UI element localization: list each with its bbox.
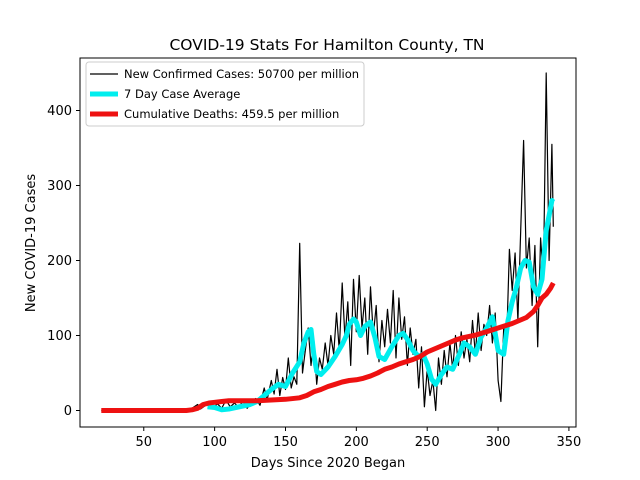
x-tick-label-2: 150 [273,435,298,450]
series-layer [101,72,556,413]
x-tick-label-6: 350 [557,435,582,450]
x-tick-label-5: 300 [486,435,511,450]
x-tick-label-3: 200 [344,435,369,450]
legend-label-0: New Confirmed Cases: 50700 per million [124,67,359,81]
x-tick-label-1: 100 [202,435,227,450]
y-axis-label: New COVID-19 Cases [24,174,39,312]
chart-title: COVID-19 Stats For Hamilton County, TN [169,36,484,54]
x-axis: 50 100 150 200 250 300 350 [135,427,581,450]
series-line-1 [207,198,556,413]
x-tick-label-0: 50 [135,435,152,450]
x-axis-label: Days Since 2020 Began [251,456,406,471]
plot-frame [79,57,577,428]
y-tick-label-3: 300 [47,179,72,194]
legend-label-1: 7 Day Case Average [124,87,240,101]
legend: New Confirmed Cases: 50700 per million 7 … [85,61,365,127]
series-line-0 [101,72,554,412]
x-tick-label-4: 250 [415,435,440,450]
y-axis: 0 100 200 300 400 [47,104,80,419]
y-tick-label-2: 200 [47,254,72,269]
y-tick-label-0: 0 [64,404,72,419]
y-tick-label-1: 100 [47,329,72,344]
series-line-2 [101,281,556,413]
legend-label-2: Cumulative Deaths: 459.5 per million [124,107,339,121]
y-tick-label-4: 400 [47,104,72,119]
legend-frame [85,61,365,127]
